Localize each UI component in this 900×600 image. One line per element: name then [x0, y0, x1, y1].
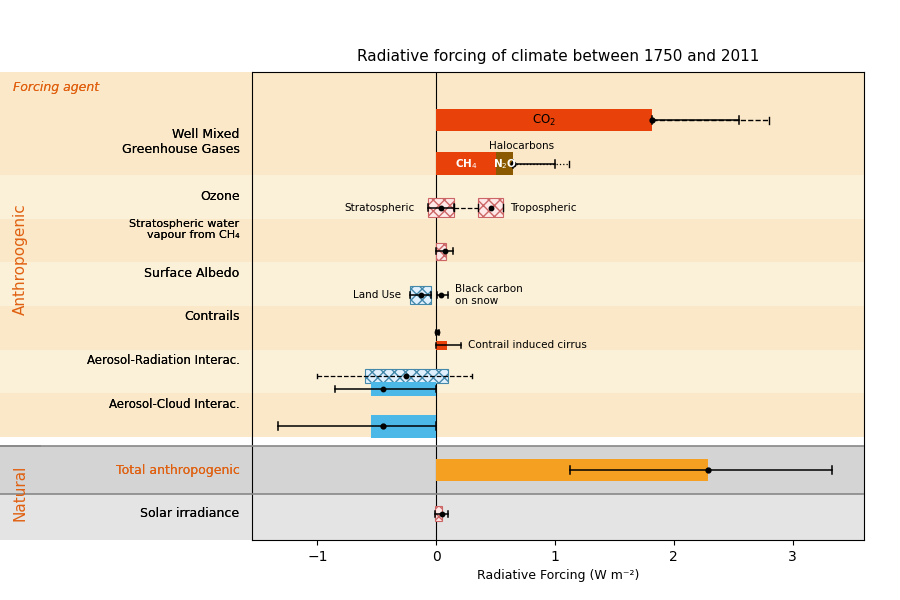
- Bar: [252, 72, 864, 175]
- Text: Halocarbons: Halocarbons: [490, 141, 554, 151]
- Text: Total anthropogenic: Total anthropogenic: [115, 464, 239, 476]
- Text: Aerosol-Cloud Interac.: Aerosol-Cloud Interac.: [109, 398, 239, 411]
- FancyBboxPatch shape: [0, 218, 252, 262]
- Bar: [436, 109, 652, 131]
- Bar: [478, 199, 503, 217]
- Bar: [428, 199, 454, 217]
- Text: Natural: Natural: [13, 465, 28, 521]
- Text: Aerosol-Cloud Interac.: Aerosol-Cloud Interac.: [109, 398, 239, 411]
- Bar: [410, 286, 431, 304]
- Text: Surface Albedo: Surface Albedo: [144, 266, 239, 280]
- Text: Contrails: Contrails: [184, 310, 239, 323]
- Text: Forcing agent: Forcing agent: [13, 81, 99, 94]
- X-axis label: Radiative Forcing (W m⁻²): Radiative Forcing (W m⁻²): [477, 569, 639, 582]
- Bar: [435, 506, 442, 521]
- FancyBboxPatch shape: [0, 394, 252, 437]
- Bar: [252, 350, 864, 394]
- Bar: [436, 341, 447, 350]
- FancyBboxPatch shape: [0, 175, 252, 218]
- Bar: [496, 152, 513, 175]
- FancyBboxPatch shape: [0, 72, 252, 175]
- Text: Land Use: Land Use: [353, 290, 400, 300]
- Text: Surface Albedo: Surface Albedo: [144, 266, 239, 280]
- Text: Well Mixed
Greenhouse Gases: Well Mixed Greenhouse Gases: [122, 128, 239, 156]
- Bar: [252, 494, 864, 540]
- Bar: [252, 262, 864, 306]
- Bar: [252, 446, 864, 494]
- Bar: [364, 369, 448, 383]
- Text: Aerosol-Radiation Interac.: Aerosol-Radiation Interac.: [86, 354, 239, 367]
- Bar: [436, 243, 446, 260]
- Text: Black carbon
on snow: Black carbon on snow: [455, 284, 523, 306]
- Text: Anthropogenic: Anthropogenic: [13, 203, 28, 315]
- FancyBboxPatch shape: [0, 350, 252, 394]
- Title: Radiative forcing of climate between 1750 and 2011: Radiative forcing of climate between 175…: [356, 49, 760, 64]
- Bar: [252, 394, 864, 437]
- Bar: [252, 218, 864, 262]
- Text: Contrail induced cirrus: Contrail induced cirrus: [468, 340, 587, 350]
- Bar: [436, 458, 708, 481]
- FancyBboxPatch shape: [0, 494, 252, 540]
- Text: N$_2$O: N$_2$O: [493, 157, 518, 171]
- Text: Stratospheric water
vapour from CH₄: Stratospheric water vapour from CH₄: [130, 218, 239, 240]
- Text: Ozone: Ozone: [200, 190, 239, 203]
- Bar: [252, 306, 864, 350]
- Text: Contrails: Contrails: [184, 310, 239, 323]
- FancyBboxPatch shape: [0, 446, 252, 494]
- Text: Well Mixed
Greenhouse Gases: Well Mixed Greenhouse Gases: [122, 128, 239, 156]
- Text: Solar irradiance: Solar irradiance: [140, 507, 239, 520]
- Text: Forcing agent: Forcing agent: [13, 81, 99, 94]
- Text: Total anthropogenic: Total anthropogenic: [115, 464, 239, 476]
- Text: Stratospheric water
vapour from CH₄: Stratospheric water vapour from CH₄: [130, 218, 239, 240]
- Text: CH$_4$: CH$_4$: [454, 157, 477, 171]
- Text: Ozone: Ozone: [200, 190, 239, 203]
- Bar: [371, 382, 436, 396]
- Text: Tropospheric: Tropospheric: [510, 203, 576, 212]
- Text: Stratospheric: Stratospheric: [345, 203, 415, 212]
- Bar: [371, 415, 436, 437]
- FancyBboxPatch shape: [0, 306, 252, 350]
- Bar: [436, 152, 496, 175]
- FancyBboxPatch shape: [0, 262, 252, 306]
- Text: Solar irradiance: Solar irradiance: [140, 507, 239, 520]
- Text: Aerosol-Radiation Interac.: Aerosol-Radiation Interac.: [86, 354, 239, 367]
- Text: CO$_2$: CO$_2$: [532, 113, 556, 128]
- Bar: [252, 175, 864, 218]
